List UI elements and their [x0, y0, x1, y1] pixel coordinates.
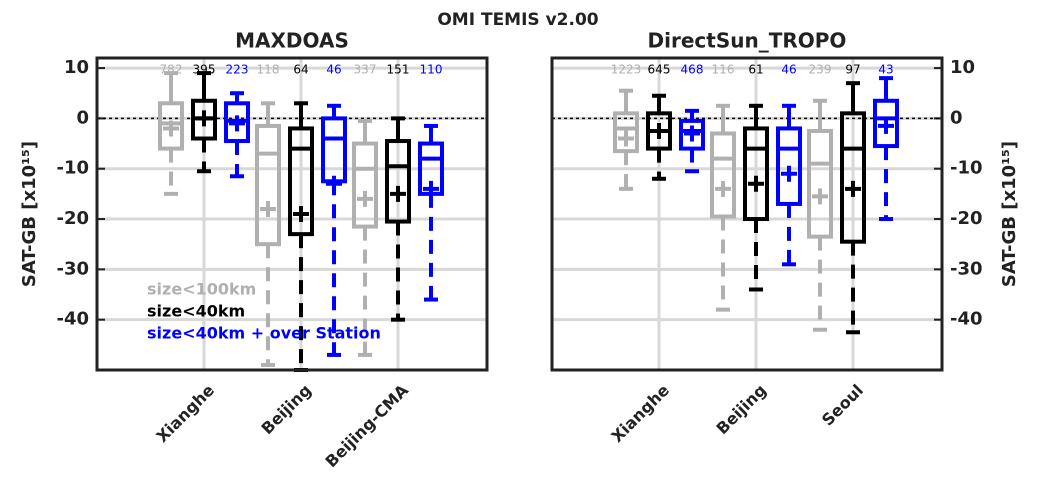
y-tick-label: -30: [950, 258, 983, 279]
legend-entry: size<40km: [147, 302, 245, 321]
y-tick-label: -10: [950, 158, 983, 179]
box: [255, 123, 281, 247]
count-label: 395: [193, 63, 216, 77]
count-label: 61: [748, 63, 763, 77]
mean-marker: [748, 175, 764, 192]
box-group: [158, 71, 184, 196]
box-group: [776, 103, 802, 267]
y-tick-label: 10: [64, 57, 89, 78]
mean-marker: [423, 180, 439, 197]
box: [679, 118, 705, 151]
mean-marker: [845, 180, 861, 197]
count-label: 43: [878, 63, 893, 77]
count-label: 46: [326, 63, 341, 77]
y-tick-label: -30: [56, 258, 89, 279]
mean-marker: [260, 200, 276, 217]
mean-marker: [163, 120, 179, 137]
box-group: [418, 123, 444, 302]
count-label: 46: [781, 63, 796, 77]
box: [776, 126, 802, 206]
box-group: [807, 98, 833, 332]
box-group: [385, 116, 411, 322]
axes-frame: [95, 56, 489, 372]
box: [352, 141, 378, 229]
figure-title: OMI TEMIS v2.00: [437, 10, 598, 30]
box-group: [840, 81, 866, 335]
box: [873, 98, 899, 149]
y-tick-label: 10: [950, 57, 975, 78]
box-group: [679, 108, 705, 174]
box: [385, 139, 411, 224]
count-label: 223: [226, 63, 249, 77]
box-group: [352, 118, 378, 357]
box: [807, 128, 833, 239]
count-label: 97: [845, 63, 860, 77]
count-label: 64: [293, 63, 308, 77]
count-label: 110: [420, 63, 443, 77]
y-tick-label: -20: [56, 208, 89, 229]
x-tick-label: Beijing-CMA: [321, 380, 412, 471]
chart-title: MAXDOAS: [235, 29, 349, 53]
mean-marker: [878, 117, 894, 134]
box-group: [191, 71, 217, 174]
y-tick-label: -40: [56, 309, 89, 330]
x-tick-label: Beijing: [257, 381, 315, 439]
box-group: [321, 103, 347, 357]
y-tick-label: -10: [56, 158, 89, 179]
mean-marker: [715, 180, 731, 197]
count-label: 1223: [611, 63, 642, 77]
count-label: 116: [712, 63, 735, 77]
count-label: 645: [648, 63, 671, 77]
box: [613, 111, 639, 154]
box-group: [224, 91, 250, 179]
axes-frame: [550, 56, 944, 372]
x-tick-label: Beijing: [712, 381, 770, 439]
count-label: 151: [387, 63, 410, 77]
count-label: 337: [354, 63, 377, 77]
y-axis-label: SAT-GB [x10¹⁵]: [19, 141, 40, 287]
y-tick-label: 0: [950, 107, 963, 128]
box: [840, 111, 866, 244]
box-group: [710, 103, 736, 312]
x-tick-label: Seoul: [818, 381, 867, 430]
mean-marker: [651, 122, 667, 139]
y-tick-label: -20: [950, 208, 983, 229]
chart-title: DirectSun_TROPO: [648, 29, 847, 53]
mean-marker: [229, 115, 245, 132]
mean-marker: [326, 175, 342, 192]
x-tick-label: Xianghe: [607, 380, 673, 446]
count-label: 239: [809, 63, 832, 77]
box: [158, 101, 184, 151]
box-group: [646, 93, 672, 181]
box-group: [743, 103, 769, 292]
legend-entry: size<40km + over Station: [147, 324, 381, 343]
box-group: [255, 101, 281, 367]
mean-marker: [781, 165, 797, 182]
mean-marker: [196, 110, 212, 127]
mean-marker: [293, 206, 309, 222]
count-label: 782: [160, 63, 183, 77]
y-tick-label: -40: [950, 309, 983, 330]
box-group: [873, 76, 899, 222]
y-axis-label: SAT-GB [x10¹⁵]: [999, 141, 1020, 287]
box: [288, 126, 314, 237]
mean-marker: [812, 188, 828, 205]
box-group: [613, 88, 639, 191]
y-tick-label: 0: [76, 107, 89, 128]
count-label: 468: [681, 63, 704, 77]
mean-marker: [390, 185, 406, 202]
mean-marker: [618, 130, 634, 147]
mean-marker: [357, 190, 373, 207]
box: [710, 131, 736, 219]
mean-marker: [684, 125, 700, 142]
x-tick-label: Xianghe: [152, 380, 218, 446]
legend-entry: size<100km: [147, 280, 256, 299]
box: [743, 126, 769, 222]
count-label: 118: [257, 63, 280, 77]
